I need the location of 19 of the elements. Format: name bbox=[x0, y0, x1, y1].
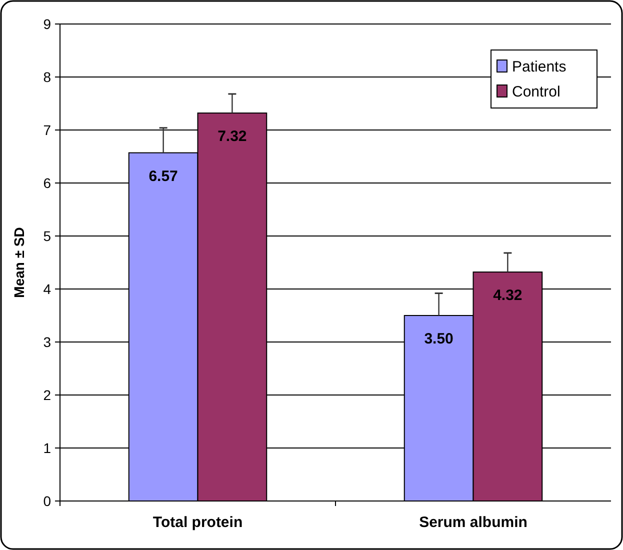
y-tick-label: 1 bbox=[43, 440, 52, 456]
data-label: 7.32 bbox=[218, 128, 247, 146]
y-tick-label: 3 bbox=[43, 334, 52, 350]
x-tick-label: Serum albumin bbox=[419, 514, 528, 531]
data-label: 4.32 bbox=[493, 287, 522, 304]
y-tick-label: 6 bbox=[43, 174, 52, 191]
y-tick-label: 0 bbox=[43, 492, 52, 509]
data-label: 3.50 bbox=[424, 330, 454, 348]
legend-label: Patients bbox=[512, 58, 566, 76]
x-tick-label: Total protein bbox=[152, 514, 243, 531]
y-axis-title: Mean ± SD bbox=[11, 227, 27, 298]
y-tick-label: 5 bbox=[43, 228, 52, 244]
y-tick-label: 9 bbox=[43, 16, 52, 32]
data-label: 6.57 bbox=[148, 168, 178, 185]
legend-label: Control bbox=[512, 83, 560, 100]
y-tick-label: 7 bbox=[43, 122, 52, 138]
y-tick-label: 8 bbox=[43, 68, 52, 85]
y-tick-label: 2 bbox=[43, 386, 52, 403]
y-tick-label: 4 bbox=[43, 280, 52, 297]
